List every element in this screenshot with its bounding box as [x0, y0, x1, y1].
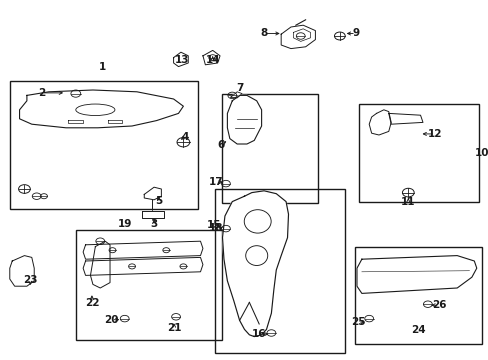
Polygon shape: [83, 241, 203, 259]
Ellipse shape: [76, 104, 115, 116]
Polygon shape: [68, 120, 83, 123]
Polygon shape: [10, 256, 34, 286]
Text: 26: 26: [431, 300, 446, 310]
Bar: [359, 104, 478, 202]
Polygon shape: [90, 241, 110, 288]
Text: 12: 12: [427, 129, 442, 139]
Text: 4: 4: [181, 132, 188, 142]
Text: 19: 19: [117, 219, 132, 229]
Text: 10: 10: [473, 148, 488, 158]
Polygon shape: [107, 120, 122, 123]
Text: 18: 18: [208, 222, 223, 233]
Text: 13: 13: [175, 55, 189, 66]
Ellipse shape: [245, 246, 267, 266]
Text: 22: 22: [84, 298, 99, 308]
Polygon shape: [222, 191, 288, 337]
Bar: [215, 189, 344, 353]
Polygon shape: [230, 92, 242, 98]
Text: 2: 2: [38, 88, 45, 98]
Polygon shape: [173, 52, 188, 67]
Text: 20: 20: [104, 315, 119, 325]
Text: 17: 17: [208, 177, 223, 187]
Polygon shape: [142, 211, 163, 218]
Bar: [222, 94, 317, 203]
Text: 15: 15: [206, 220, 221, 230]
Text: 11: 11: [400, 197, 415, 207]
Bar: [76, 230, 222, 340]
Polygon shape: [388, 113, 422, 124]
Text: 21: 21: [166, 323, 181, 333]
Text: 1: 1: [99, 62, 106, 72]
Bar: [10, 81, 198, 209]
Text: 8: 8: [260, 28, 267, 39]
Text: 7: 7: [235, 83, 243, 93]
Polygon shape: [144, 187, 161, 200]
Text: 25: 25: [350, 317, 365, 327]
Text: 3: 3: [150, 219, 157, 229]
Polygon shape: [203, 50, 220, 65]
Text: 23: 23: [23, 275, 38, 285]
Text: 5: 5: [155, 196, 162, 206]
Text: 9: 9: [352, 28, 359, 39]
Bar: [354, 247, 481, 344]
Polygon shape: [20, 90, 183, 128]
Text: 14: 14: [205, 55, 220, 66]
Polygon shape: [356, 256, 476, 293]
Polygon shape: [281, 25, 315, 49]
Polygon shape: [83, 257, 203, 275]
Polygon shape: [368, 110, 390, 135]
Ellipse shape: [244, 210, 270, 233]
Text: 16: 16: [251, 329, 266, 339]
Text: 6: 6: [217, 140, 224, 150]
Text: 24: 24: [410, 325, 425, 335]
Polygon shape: [227, 95, 261, 144]
